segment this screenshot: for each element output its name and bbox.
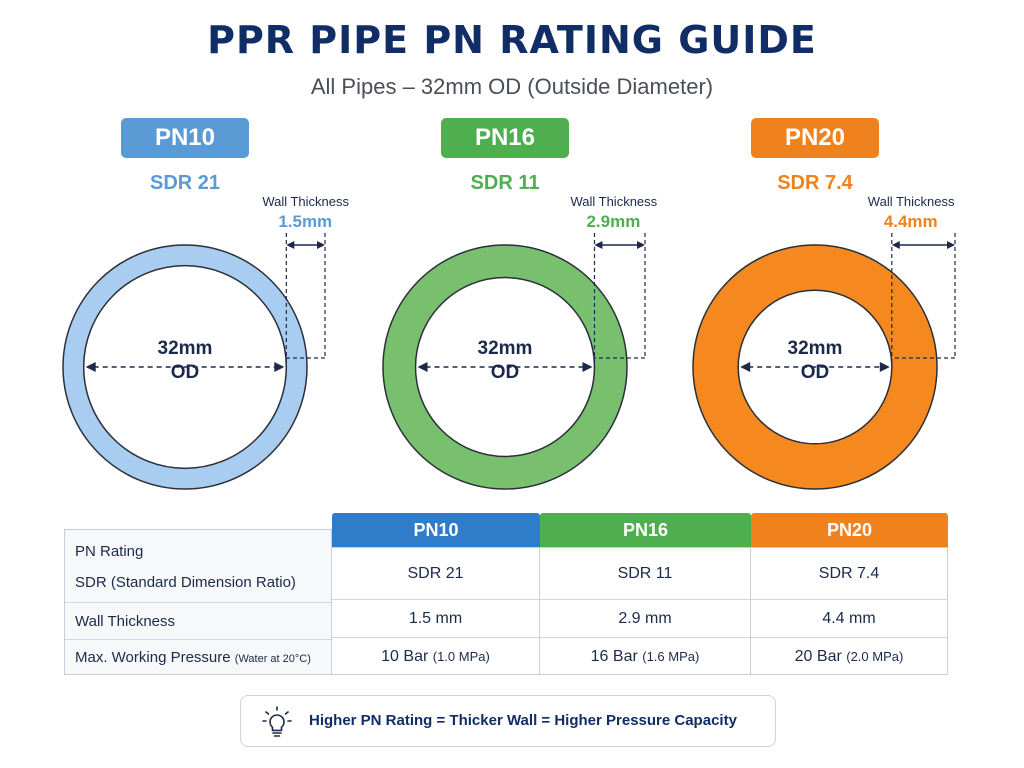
od-arrow-left [417,362,428,372]
cell-sdr: SDR 21 [407,565,464,582]
pressure-bar: 10 Bar [381,648,433,665]
od-caption: OD [490,362,520,383]
cell-wall-thickness: 1.5 mm [332,599,539,637]
pipe-cross-section [382,233,646,490]
row-label-text: Max. Working Pressure [75,649,231,666]
pipe-diagram-pn10: PN10 SDR 21 Wall Thickness 1.5mm 32mm OD [62,118,362,498]
wall-thickness-label: Wall Thickness [570,194,658,209]
od-arrow-left [740,362,751,372]
wall-thickness-value: 1.5mm [278,212,333,231]
summary-note: Higher PN Rating = Thicker Wall = Higher… [240,695,776,747]
pipe-diagram-pn20: PN20 SDR 7.4 Wall Thickness 4.4mm 32mm OD [692,118,992,498]
pressure-mpa: (2.0 MPa) [846,649,904,664]
row-label-wall-thickness: Wall Thickness [65,602,331,639]
wall-arrow-right [317,241,325,249]
wall-thickness-label: Wall Thickness [262,194,350,209]
od-value: 32mm [157,338,213,359]
wall-arrow-left [891,241,900,249]
table-column-pn10: SDR 21 1.5 mm 10 Bar (1.0 MPa) [332,547,540,675]
sdr-label: SDR 11 [470,172,540,194]
od-value: 32mm [787,338,843,359]
cell-max-pressure: 20 Bar (2.0 MPa) [751,637,947,674]
table-column-pn16: SDR 11 2.9 mm 16 Bar (1.6 MPa) [540,547,751,675]
row-label-text: Wall Thickness [75,613,176,630]
pn-badge: PN10 [121,118,249,158]
pipe-cross-section [692,233,956,490]
od-caption: OD [170,362,200,383]
pressure-mpa: (1.6 MPa) [642,649,700,664]
wall-arrow-left [594,241,603,249]
table-column-pn20: SDR 7.4 4.4 mm 20 Bar (2.0 MPa) [751,547,948,675]
wall-arrow-right [637,241,645,249]
od-value: 32mm [477,338,533,359]
od-label: 32mm OD [455,337,555,385]
od-label: 32mm OD [135,337,235,385]
row-label-sdr: SDR (Standard Dimension Ratio) [65,566,331,602]
pressure-bar: 16 Bar [590,648,643,665]
cell-sdr: SDR 7.4 [818,565,880,582]
pressure-mpa: (1.0 MPa) [432,649,490,664]
row-label-pn-rating: PN Rating [65,530,331,566]
wall-thickness-value: 2.9mm [586,212,641,231]
od-caption: OD [800,362,830,383]
row-label-text: SDR (Standard Dimension Ratio) [75,574,296,591]
od-arrow-left [85,362,96,372]
page-title: PPR PIPE PN RATING GUIDE [207,18,817,62]
table-header-pn10: PN10 [332,513,540,547]
row-labels: PN Rating SDR (Standard Dimension Ratio)… [64,529,332,675]
pn-badge: PN20 [751,118,879,158]
pressure-bar: 20 Bar [794,648,847,665]
note-text: Higher PN Rating = Thicker Wall = Higher… [309,712,737,729]
cell-max-pressure: 10 Bar (1.0 MPa) [332,637,539,674]
row-label-max-pressure: Max. Working Pressure (Water at 20°C) [65,639,331,675]
pressure-note: (Water at 20°C) [234,653,311,665]
wall-thickness-value: 4.4mm [883,212,938,231]
cell-wall-thickness: 2.9 mm [540,599,750,637]
wall-thickness-label: Wall Thickness [867,194,955,209]
od-arrow-right [274,362,285,372]
od-label: 32mm OD [765,337,865,385]
pipe-diagram-pn16: PN16 SDR 11 Wall Thickness 2.9mm 32mm OD [382,118,682,498]
pn-badge: PN16 [441,118,569,158]
table-header-pn16: PN16 [540,513,751,547]
pipe-cross-section [62,233,326,490]
cell-wall-thickness: 4.4 mm [751,599,947,637]
spec-table: PN Rating SDR (Standard Dimension Ratio)… [64,513,948,675]
sdr-label: SDR 7.4 [777,172,853,194]
lightbulb-icon [262,706,292,737]
wall-arrow-right [947,241,955,249]
sdr-label: SDR 21 [149,172,221,194]
cell-max-pressure: 16 Bar (1.6 MPa) [540,637,750,674]
page-subtitle: All Pipes – 32mm OD (Outside Diameter) [310,74,714,99]
cell-sdr: SDR 11 [617,565,673,582]
wall-arrow-left [286,241,295,249]
od-arrow-right [879,362,890,372]
row-label-text: PN Rating [75,543,144,560]
table-header-pn20: PN20 [751,513,948,547]
od-arrow-right [582,362,593,372]
